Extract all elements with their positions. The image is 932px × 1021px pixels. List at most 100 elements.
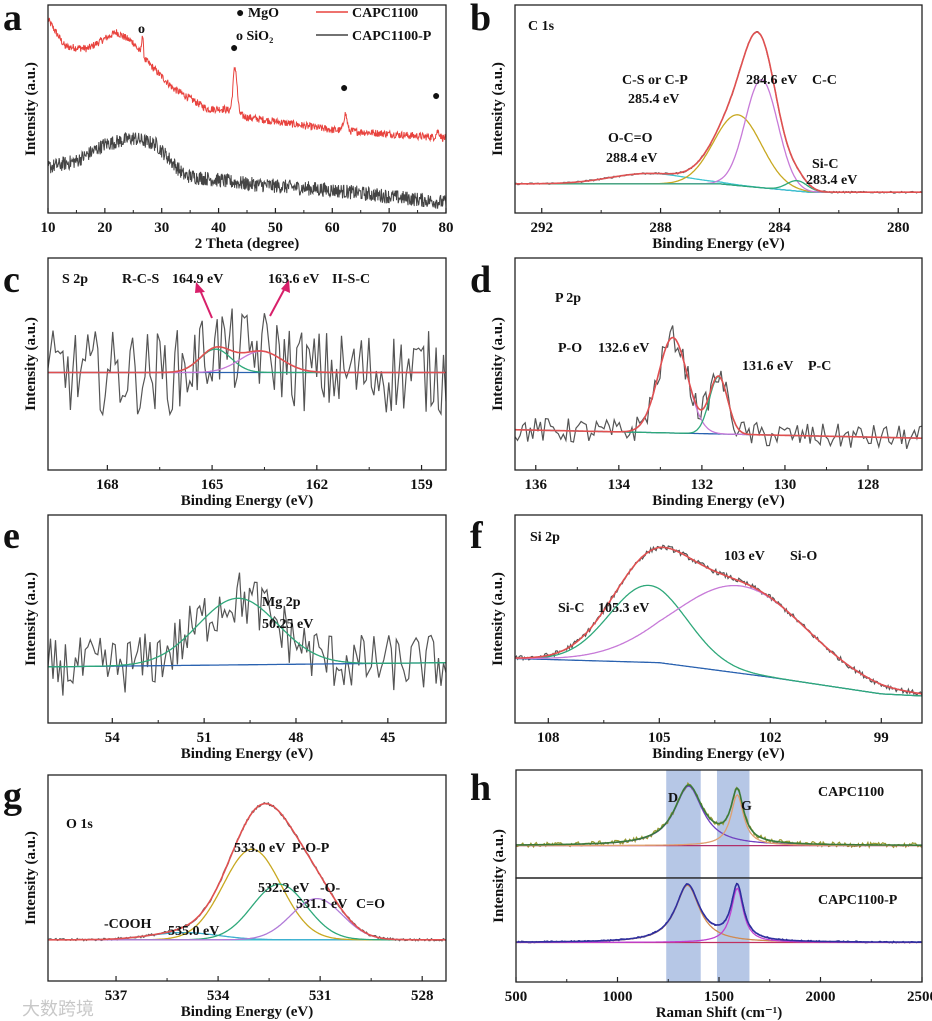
x-axis-label: Binding Energy (eV) bbox=[652, 236, 785, 252]
annotation-label: Si-C bbox=[558, 601, 584, 616]
annotation-label: 532.2 eV bbox=[258, 881, 309, 896]
x-tick-label: 1000 bbox=[603, 989, 633, 1005]
x-tick-label: 40 bbox=[211, 220, 226, 236]
annotation-label: 50.25 eV bbox=[262, 617, 313, 632]
x-tick-label: 128 bbox=[857, 477, 880, 493]
annotation-label: Si 2p bbox=[530, 530, 560, 545]
y-axis-label: Intensity (a.u.) bbox=[23, 831, 39, 925]
axes-frame bbox=[514, 257, 923, 471]
x-tick-label: 162 bbox=[306, 477, 329, 493]
panel-g: 537 534 531 528 Binding Energy (eV) Intensity… bbox=[3, 774, 447, 1020]
annotation-label: ● bbox=[340, 81, 348, 96]
annotation-label: CAPC1100 bbox=[352, 6, 418, 21]
annotation-label: C-S or C-P bbox=[622, 73, 688, 88]
x-tick-label: 132 bbox=[691, 477, 714, 493]
x-tick-label: 30 bbox=[154, 220, 169, 236]
series-line-capc1100 bbox=[48, 17, 446, 143]
series-line-capc1100-p bbox=[48, 132, 446, 209]
y-axis-label: Intensity (a.u.) bbox=[23, 62, 39, 156]
annotation-label: 131.6 eV bbox=[742, 359, 793, 374]
annotation-label: 288.4 eV bbox=[606, 151, 657, 166]
x-tick-label: 528 bbox=[411, 988, 434, 1004]
x-tick-label: 280 bbox=[887, 220, 910, 236]
annotation-label: Si-C bbox=[812, 157, 838, 172]
panel-e: 54 51 48 45 Binding Energy (eV) Intensity (a.… bbox=[3, 514, 447, 762]
plot-area bbox=[48, 572, 446, 696]
annotation-label: O-C=O bbox=[608, 131, 653, 146]
x-axis-label: Raman Shift (cm⁻¹) bbox=[656, 1005, 783, 1021]
annotation-label: C 1s bbox=[528, 19, 555, 34]
panel-letter: a bbox=[3, 0, 22, 39]
x-tick-label: 165 bbox=[201, 477, 224, 493]
annotation-label: 283.4 eV bbox=[806, 173, 857, 188]
raw-data-line bbox=[515, 31, 922, 194]
x-tick-label: 99 bbox=[874, 730, 889, 746]
fit-envelope-line bbox=[515, 546, 922, 695]
panel-h2: 500 1000 1500 2000 2500 Raman Shift (cm⁻¹) CAP… bbox=[505, 877, 932, 1021]
panel-c: 168 165 162 159 Binding Energy (eV) Intensity… bbox=[3, 257, 447, 509]
annotation-label: CAPC1100-P bbox=[352, 29, 432, 44]
annotation-label: Mg 2p bbox=[262, 595, 301, 610]
annotation-label: o bbox=[138, 22, 145, 37]
panel-letter: c bbox=[3, 259, 20, 301]
x-tick-label: 50 bbox=[268, 220, 283, 236]
axes-frame bbox=[514, 4, 923, 214]
panel-h1: Intensity (a.u.) h D G CAPC1100 bbox=[470, 767, 923, 923]
x-axis-label: 2 Theta (degree) bbox=[195, 236, 299, 252]
raw-data-line bbox=[515, 325, 922, 450]
x-tick-label: 45 bbox=[380, 730, 395, 746]
fit-envelope-line bbox=[516, 882, 922, 943]
annotation-label: 533.0 eV bbox=[234, 841, 285, 856]
annotation-label: 285.4 eV bbox=[628, 92, 679, 107]
x-axis-label: Binding Energy (eV) bbox=[181, 1004, 314, 1020]
y-axis-label: Intensity (a.u.) bbox=[23, 572, 39, 666]
panel-letter: f bbox=[470, 515, 484, 557]
annotation-label: C=O bbox=[356, 897, 385, 912]
y-axis-label: Intensity (a.u.) bbox=[490, 317, 506, 411]
x-tick-label: 108 bbox=[537, 730, 560, 746]
x-tick-label: 292 bbox=[530, 220, 553, 236]
x-tick-label: 288 bbox=[649, 220, 672, 236]
fit-envelope-line bbox=[515, 336, 922, 439]
annotation-label: 105.3 eV bbox=[598, 601, 649, 616]
annotation-label: P-O bbox=[558, 341, 582, 356]
annotation-label: II-S-C bbox=[332, 272, 370, 287]
x-tick-label: 500 bbox=[505, 989, 528, 1005]
x-tick-label: 51 bbox=[197, 730, 212, 746]
y-axis-label: Intensity (a.u.) bbox=[491, 829, 507, 923]
panel-letter: g bbox=[3, 775, 22, 817]
plot-area bbox=[516, 770, 922, 878]
annotation-label: C-C bbox=[812, 73, 837, 88]
annotation-label: P-O-P bbox=[292, 841, 330, 856]
x-tick-label: 534 bbox=[207, 988, 230, 1004]
x-tick-label: 20 bbox=[97, 220, 112, 236]
annotation-label: O 1s bbox=[66, 817, 93, 832]
x-tick-label: 1500 bbox=[704, 989, 734, 1005]
x-tick-label: 531 bbox=[309, 988, 332, 1004]
annotation-label: 164.9 eV bbox=[172, 272, 223, 287]
fit-component-line bbox=[515, 78, 922, 193]
panel-letter: b bbox=[470, 0, 491, 39]
x-tick-label: 168 bbox=[96, 477, 119, 493]
raw-data-line bbox=[48, 572, 446, 696]
fit-envelope-line bbox=[48, 345, 446, 374]
baseline-line bbox=[515, 183, 922, 193]
annotation-label: S 2p bbox=[62, 272, 88, 287]
panel-b: 292 288 284 280 Binding Energy (eV) Intensity… bbox=[470, 0, 923, 252]
annotation-label: ● MgO bbox=[236, 6, 279, 21]
plot-area bbox=[48, 801, 446, 942]
fit-envelope-line bbox=[516, 784, 922, 846]
plot-area bbox=[516, 878, 922, 982]
plot-area bbox=[515, 544, 922, 697]
y-axis-label: Intensity (a.u.) bbox=[23, 317, 39, 411]
x-axis-label: Binding Energy (eV) bbox=[652, 493, 785, 509]
annotation-label: CAPC1100-P bbox=[818, 893, 898, 908]
plot-area bbox=[48, 308, 446, 417]
plot-area bbox=[48, 17, 446, 209]
panel-letter: h bbox=[470, 767, 491, 809]
y-axis-label: Intensity (a.u.) bbox=[490, 572, 506, 666]
y-axis-label: Intensity (a.u.) bbox=[490, 62, 506, 156]
annotation-label: o SiO₂ bbox=[236, 29, 273, 44]
axes-frame bbox=[47, 514, 447, 724]
